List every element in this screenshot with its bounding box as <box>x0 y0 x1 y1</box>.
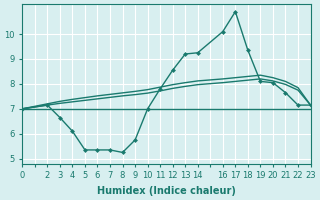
X-axis label: Humidex (Indice chaleur): Humidex (Indice chaleur) <box>97 186 236 196</box>
